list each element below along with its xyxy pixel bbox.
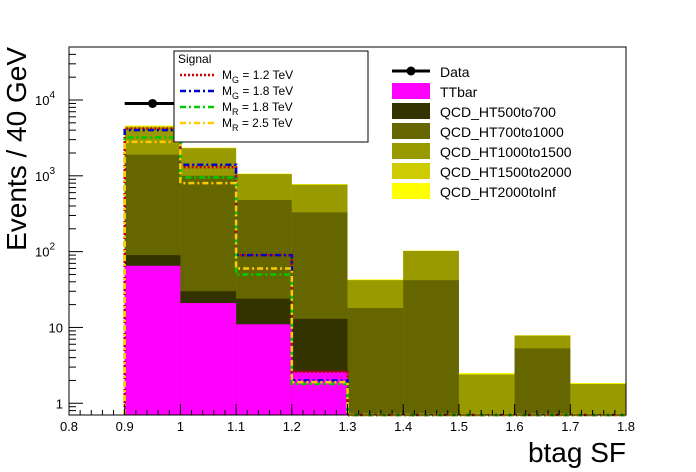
bg-legend-swatch-5 (392, 163, 430, 179)
bar-qcd-ht700to1000-4 (347, 308, 404, 415)
signal-legend-label-2: MR = 1.8 TeV (222, 100, 293, 117)
x-axis-ticks: 0.8 0.9 1 1.1 1.2 1.3 1.4 1.5 1.6 1.7 1.8 (60, 404, 635, 434)
x-tick-label-8: 1.6 (506, 419, 524, 434)
bg-legend-label-3: QCD_HT700to1000 (440, 124, 564, 140)
signal-legend-main-0: M (222, 68, 232, 82)
y-tick-label-4: 104 (35, 90, 55, 108)
x-tick-label-1: 0.9 (116, 419, 134, 434)
signal-legend-label-3: MR = 2.5 TeV (222, 116, 293, 133)
signal-legend-main-2: M (222, 100, 232, 114)
x-axis-label: btag SF (528, 437, 626, 468)
x-tick-label-7: 1.5 (450, 419, 468, 434)
y-tick-exponent-2: 2 (49, 242, 55, 253)
x-tick-label-3: 1.1 (227, 419, 245, 434)
stacked-histogram (124, 125, 626, 416)
y-tick-label-3: 103 (35, 166, 55, 184)
data-point-0 (148, 98, 158, 108)
x-tick-label-10: 1.8 (617, 419, 635, 434)
y-tick-label-0: 1 (56, 396, 63, 411)
signal-legend-main-3: M (222, 116, 232, 130)
bg-legend-label-2: QCD_HT500to700 (440, 104, 556, 120)
y-axis-label: Events / 40 GeV (1, 47, 32, 251)
y-axis-ticks: 1 10 102 103 104 (35, 46, 83, 416)
bg-legend-swatch-3 (392, 123, 430, 139)
bg-legend-swatch-6 (392, 183, 430, 199)
bg-legend-label-1: TTbar (440, 84, 478, 100)
x-tick-label-2: 1 (177, 419, 184, 434)
bg-legend-swatch-2 (392, 103, 430, 119)
bar-ttbar-2 (236, 324, 292, 415)
background-legend: Data TTbar QCD_HT500to700 QCD_HT700to1000 QC… (392, 64, 572, 200)
y-tick-exponent-3: 3 (49, 166, 55, 177)
bar-qcd-ht1000to1500-6 (458, 374, 515, 415)
bar-ttbar-1 (180, 303, 237, 415)
signal-legend-sub-0: G (232, 75, 239, 85)
bar-ttbar-0 (124, 265, 181, 415)
x-tick-label-5: 1.3 (338, 419, 356, 434)
signal-legend-sub-2: R (232, 107, 239, 117)
y-tick-label-1: 10 (49, 320, 63, 335)
x-tick-label-4: 1.2 (283, 419, 301, 434)
signal-legend-label-1: MG = 1.8 TeV (222, 84, 293, 101)
bar-qcd-ht700to1000-7 (514, 348, 571, 415)
signal-legend-title: Signal (178, 52, 211, 66)
signal-legend-sub-3: R (232, 123, 239, 133)
signal-legend-main-1: M (222, 84, 232, 98)
signal-legend-sub-1: G (232, 91, 239, 101)
signal-legend-rest-0: = 1.2 TeV (239, 68, 293, 82)
bar-ttbar-3 (291, 371, 348, 415)
signal-legend-rest-2: = 1.8 TeV (239, 100, 293, 114)
signal-legend-box (173, 50, 369, 143)
bg-legend-label-5: QCD_HT1500to2000 (440, 164, 572, 180)
y-tick-exponent-4: 4 (49, 90, 55, 101)
signal-legend-rest-3: = 2.5 TeV (239, 116, 293, 130)
x-tick-label-0: 0.8 (60, 419, 78, 434)
signal-legend-label-0: MG = 1.2 TeV (222, 68, 293, 85)
data-points (124, 98, 181, 108)
x-tick-label-6: 1.4 (394, 419, 412, 434)
bar-qcd-ht1000to1500-8 (570, 383, 626, 415)
y-tick-label-2: 102 (35, 242, 55, 260)
bg-legend-label-4: QCD_HT1000to1500 (440, 144, 572, 160)
signal-legend-rest-1: = 1.8 TeV (239, 84, 293, 98)
x-tick-label-9: 1.7 (561, 419, 579, 434)
bg-legend-marker-0 (406, 66, 416, 76)
bar-qcd-ht700to1000-5 (403, 280, 459, 415)
bg-legend-label-0: Data (440, 64, 470, 80)
bg-legend-swatch-4 (392, 143, 430, 159)
bg-legend-label-6: QCD_HT2000toInf (440, 184, 556, 200)
bg-legend-swatch-1 (392, 83, 430, 99)
